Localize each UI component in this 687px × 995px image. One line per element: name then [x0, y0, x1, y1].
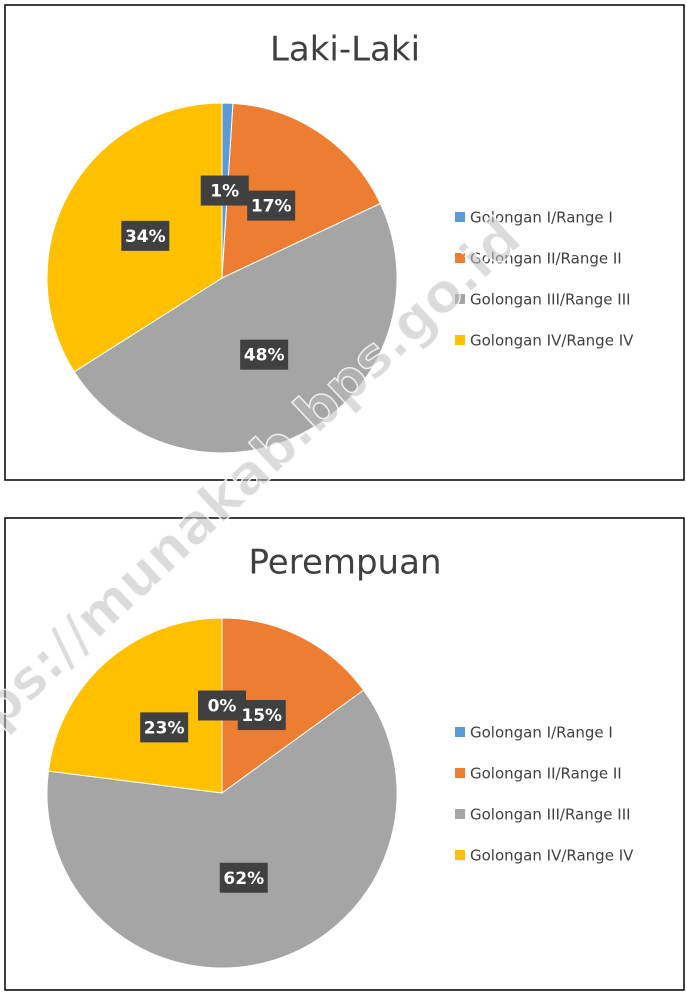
legend-label: Golongan II/Range II: [470, 250, 622, 268]
legend-label: Golongan II/Range II: [470, 765, 622, 783]
data-label: 23%: [144, 718, 185, 738]
data-label: 17%: [251, 197, 292, 217]
data-label: 34%: [125, 227, 166, 247]
pie-slice: [47, 617, 223, 794]
data-label-box: [200, 175, 249, 206]
legend-swatch: [455, 727, 465, 737]
legend-swatch: [455, 253, 465, 263]
data-label-box: [247, 190, 296, 221]
chart-title: Laki-Laki: [270, 30, 420, 70]
legend-swatch: [455, 768, 465, 778]
legend-swatch: [455, 335, 465, 345]
legend-label: Golongan III/Range III: [470, 806, 631, 824]
legend-label: Golongan IV/Range IV: [470, 847, 634, 865]
data-label: 0%: [208, 697, 237, 717]
data-label-box: [237, 700, 286, 731]
data-label-box: [240, 339, 289, 370]
pie-slice: [221, 617, 365, 794]
pie-slice: [221, 102, 382, 279]
legend-label: Golongan IV/Range IV: [470, 332, 634, 350]
pie-slice: [46, 689, 398, 969]
data-label: 62%: [223, 869, 264, 889]
legend-label: Golongan III/Range III: [470, 291, 631, 309]
legend-swatch: [455, 294, 465, 304]
data-label-box: [121, 220, 170, 251]
pie-slice: [73, 202, 398, 454]
data-label: 15%: [241, 706, 282, 726]
legend-label: Golongan I/Range I: [470, 209, 613, 227]
legend-swatch: [455, 212, 465, 222]
legend-label: Golongan I/Range I: [470, 724, 613, 742]
legend-swatch: [455, 850, 465, 860]
data-label-box: [140, 712, 189, 743]
legend-swatch: [455, 809, 465, 819]
data-label-box: [219, 862, 268, 893]
chart-title: Perempuan: [249, 543, 442, 583]
data-label: 1%: [210, 182, 239, 202]
data-label: 48%: [244, 346, 285, 366]
